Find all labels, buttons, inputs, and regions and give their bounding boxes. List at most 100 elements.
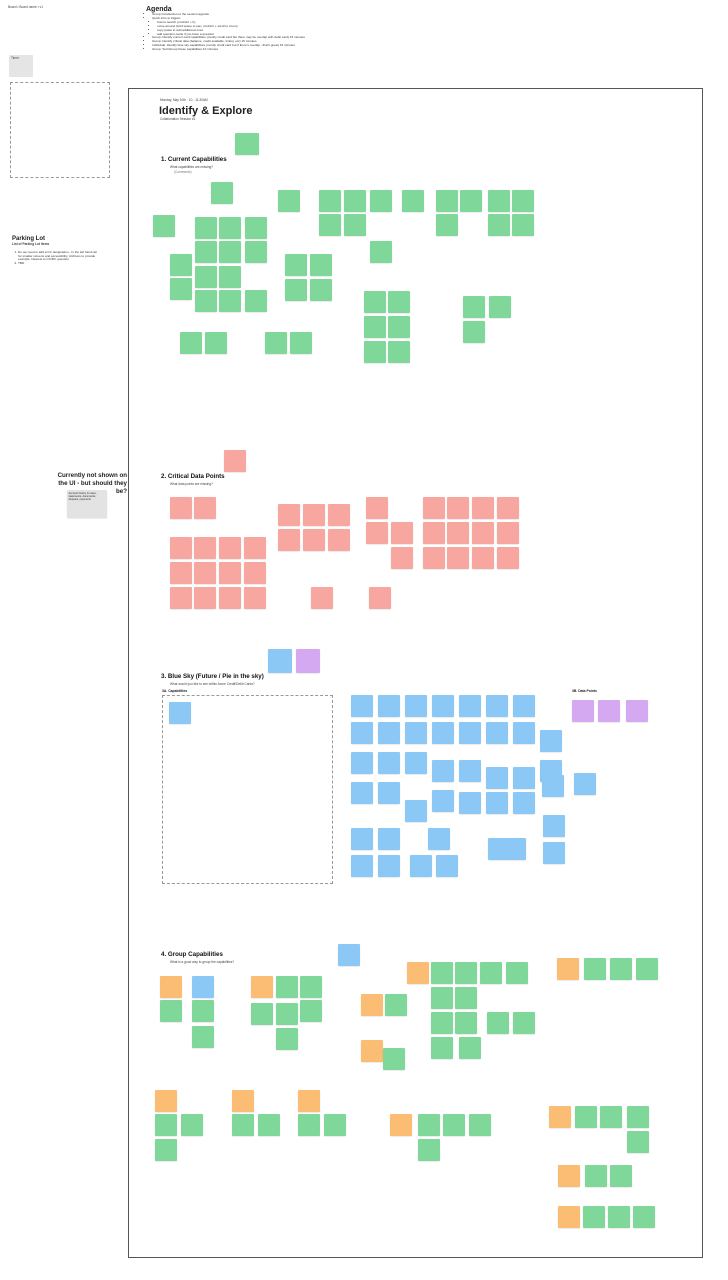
sticky-note[interactable] [364, 341, 386, 363]
sticky-note[interactable] [155, 1090, 177, 1112]
sticky-note[interactable] [245, 290, 267, 312]
sticky-note[interactable] [192, 1000, 214, 1022]
sticky-note[interactable] [627, 1106, 649, 1128]
sticky-note[interactable] [626, 700, 648, 722]
sticky-note[interactable] [232, 1114, 254, 1136]
sticky-note[interactable] [298, 1114, 320, 1136]
sticky-note[interactable] [245, 217, 267, 239]
sticky-note[interactable] [455, 962, 477, 984]
sticky-note[interactable] [488, 190, 510, 212]
sticky-note[interactable] [405, 695, 427, 717]
sticky-note[interactable] [324, 1114, 346, 1136]
sticky-note[interactable] [298, 1090, 320, 1112]
sticky-note[interactable] [513, 1012, 535, 1034]
sticky-note[interactable] [244, 587, 266, 609]
sticky-note[interactable] [459, 722, 481, 744]
sticky-note[interactable] [459, 792, 481, 814]
sticky-note[interactable] [251, 976, 273, 998]
sticky-note[interactable] [378, 722, 400, 744]
sticky-note[interactable] [180, 332, 202, 354]
sticky-note[interactable] [543, 842, 565, 864]
sticky-note[interactable] [311, 587, 333, 609]
sticky-note[interactable] [170, 587, 192, 609]
sticky-note[interactable] [219, 562, 241, 584]
sticky-note[interactable] [431, 987, 453, 1009]
sticky-note[interactable] [232, 1090, 254, 1112]
sticky-note[interactable] [463, 321, 485, 343]
sticky-note[interactable] [513, 722, 535, 744]
sticky-note[interactable] [194, 562, 216, 584]
sticky-note[interactable] [431, 1037, 453, 1059]
sticky-note[interactable] [436, 190, 458, 212]
sticky-note[interactable] [432, 722, 454, 744]
sticky-note[interactable] [195, 241, 217, 263]
sticky-note[interactable] [170, 537, 192, 559]
sticky-note[interactable] [195, 290, 217, 312]
sticky-note[interactable] [169, 702, 191, 724]
sticky-note[interactable] [351, 752, 373, 774]
sticky-note[interactable] [388, 316, 410, 338]
sticky-note[interactable] [276, 1003, 298, 1025]
sticky-note[interactable] [447, 547, 469, 569]
sticky-note[interactable] [338, 944, 360, 966]
sticky-note[interactable] [251, 1003, 273, 1025]
sticky-note[interactable] [278, 190, 300, 212]
sticky-note[interactable] [378, 695, 400, 717]
sticky-note[interactable] [258, 1114, 280, 1136]
sticky-note[interactable] [361, 1040, 383, 1062]
sticky-note[interactable] [244, 537, 266, 559]
sticky-note[interactable] [219, 266, 241, 288]
sticky-note[interactable] [472, 547, 494, 569]
sticky-note[interactable] [472, 522, 494, 544]
sticky-note[interactable] [447, 497, 469, 519]
not-shown-note[interactable]: Account history & notes, statements, doc… [67, 490, 107, 518]
sticky-note[interactable] [488, 838, 526, 860]
sticky-note[interactable] [459, 760, 481, 782]
sticky-note[interactable] [211, 182, 233, 204]
sticky-note[interactable] [383, 1048, 405, 1070]
sticky-note[interactable] [268, 649, 292, 673]
sticky-note[interactable] [497, 547, 519, 569]
sticky-note[interactable] [278, 529, 300, 551]
sticky-note[interactable] [443, 1114, 465, 1136]
sticky-note[interactable] [572, 700, 594, 722]
sticky-note[interactable] [364, 291, 386, 313]
sticky-note[interactable] [418, 1139, 440, 1161]
sticky-note[interactable] [432, 790, 454, 812]
sticky-note[interactable] [303, 504, 325, 526]
sticky-note[interactable] [447, 522, 469, 544]
sticky-note[interactable] [366, 497, 388, 519]
sticky-note[interactable] [344, 190, 366, 212]
sticky-note[interactable] [431, 962, 453, 984]
sticky-note[interactable] [155, 1114, 177, 1136]
sticky-note[interactable] [390, 1114, 412, 1136]
sticky-note[interactable] [455, 1012, 477, 1034]
sticky-note[interactable] [584, 958, 606, 980]
sticky-note[interactable] [385, 994, 407, 1016]
sticky-note[interactable] [506, 962, 528, 984]
sticky-note[interactable] [388, 291, 410, 313]
sticky-note[interactable] [244, 562, 266, 584]
sticky-note[interactable] [598, 700, 620, 722]
sticky-note[interactable] [319, 214, 341, 236]
sticky-note[interactable] [370, 241, 392, 263]
sticky-note[interactable] [428, 828, 450, 850]
sticky-note[interactable] [153, 215, 175, 237]
sticky-note[interactable] [459, 695, 481, 717]
sticky-note[interactable] [436, 214, 458, 236]
sticky-note[interactable] [633, 1206, 655, 1228]
sticky-note[interactable] [405, 752, 427, 774]
sticky-note[interactable] [170, 254, 192, 276]
sticky-note[interactable] [459, 1037, 481, 1059]
sticky-note[interactable] [487, 1012, 509, 1034]
sticky-note[interactable] [366, 522, 388, 544]
sticky-note[interactable] [418, 1114, 440, 1136]
sticky-note[interactable] [364, 316, 386, 338]
sticky-note[interactable] [391, 547, 413, 569]
sticky-note[interactable] [486, 695, 508, 717]
sticky-note[interactable] [627, 1131, 649, 1153]
sticky-note[interactable] [513, 767, 535, 789]
sticky-note[interactable] [423, 547, 445, 569]
sticky-note[interactable] [489, 296, 511, 318]
sticky-note[interactable] [469, 1114, 491, 1136]
